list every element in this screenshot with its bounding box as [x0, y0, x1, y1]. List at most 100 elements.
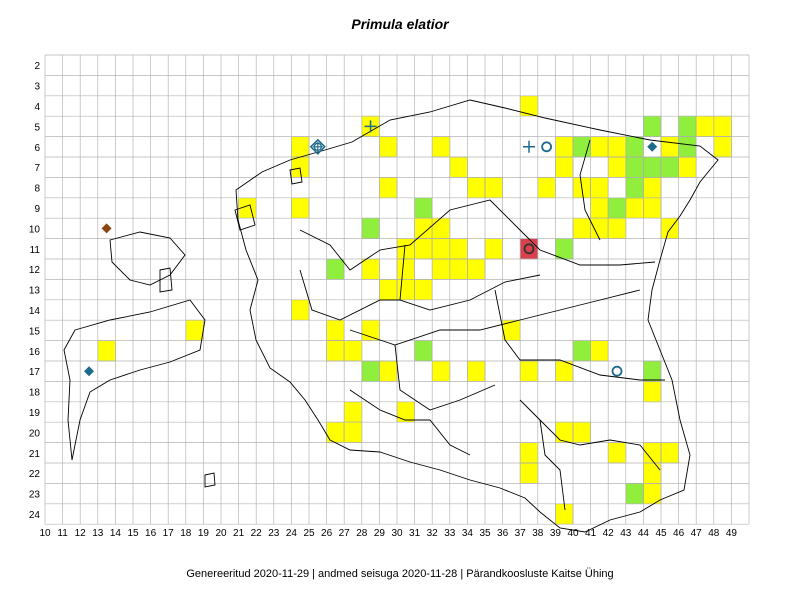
yellow-cell — [291, 136, 310, 158]
yellow-cell — [643, 381, 662, 403]
row-label: 14 — [29, 306, 41, 317]
yellow-cell — [643, 197, 662, 219]
yellow-cell — [361, 319, 380, 341]
yellow-cell — [643, 177, 662, 199]
yellow-cell — [625, 197, 644, 219]
yellow-cell — [396, 279, 415, 301]
column-label: 21 — [233, 528, 245, 539]
yellow-cell — [343, 421, 363, 443]
border-line — [579, 139, 601, 241]
yellow-cell — [291, 156, 310, 178]
green-cell — [361, 360, 380, 382]
diamond-circle-cross-marker — [309, 138, 326, 155]
column-label: 30 — [391, 528, 403, 539]
green-cell — [643, 156, 662, 178]
border-line — [539, 419, 566, 511]
green-cell — [643, 360, 662, 382]
diamond-marker — [101, 223, 112, 234]
yellow-cell — [519, 95, 539, 117]
map-title: Primula elatior — [351, 16, 449, 32]
column-label: 41 — [585, 528, 597, 539]
column-label: 24 — [286, 528, 298, 539]
yellow-cell — [379, 360, 398, 382]
grid-lines-layer — [44, 54, 750, 525]
column-label: 38 — [532, 528, 544, 539]
column-label: 42 — [603, 528, 615, 539]
green-cell — [660, 156, 679, 178]
yellow-cell — [695, 115, 715, 137]
green-cell — [361, 217, 380, 239]
yellow-cell — [343, 401, 363, 423]
column-label: 49 — [726, 528, 738, 539]
green-cell — [678, 136, 697, 158]
yellow-cell — [396, 238, 415, 260]
yellow-cell — [537, 177, 556, 199]
column-label: 36 — [497, 528, 509, 539]
column-label: 48 — [708, 528, 720, 539]
row-label: 12 — [29, 265, 41, 276]
yellow-cell — [431, 136, 451, 158]
yellow-cell — [414, 238, 433, 260]
row-label: 5 — [34, 122, 40, 133]
circle-marker — [541, 141, 552, 153]
green-cell — [414, 340, 433, 362]
green-cell — [555, 238, 574, 260]
column-label: 33 — [444, 528, 456, 539]
yellow-cell — [713, 115, 732, 137]
column-label: 19 — [198, 528, 210, 539]
column-label: 45 — [655, 528, 667, 539]
yellow-cell — [572, 421, 591, 443]
row-label: 15 — [29, 326, 41, 337]
yellow-cell — [431, 360, 451, 382]
circle-marker — [611, 365, 623, 377]
column-label: 12 — [75, 528, 87, 539]
row-label: 4 — [34, 102, 40, 113]
yellow-cell — [607, 217, 627, 239]
green-cell — [326, 258, 345, 280]
yellow-cell — [431, 258, 451, 280]
yellow-cell — [590, 340, 609, 362]
column-label: 16 — [145, 528, 157, 539]
column-label: 40 — [567, 528, 579, 539]
markers-layer — [84, 120, 658, 377]
yellow-cell — [414, 279, 433, 301]
row-label: 9 — [34, 204, 40, 215]
yellow-cell — [607, 442, 627, 464]
column-label: 25 — [303, 528, 315, 539]
yellow-cell — [519, 462, 539, 484]
green-cell — [625, 156, 644, 178]
yellow-cell — [467, 360, 486, 382]
green-cell — [625, 136, 644, 158]
mainland-outline — [235, 99, 719, 533]
yellow-cell — [590, 217, 609, 239]
diamond-marker — [84, 366, 94, 377]
yellow-cell — [396, 258, 415, 280]
green-cell — [572, 340, 591, 362]
diamond-marker — [647, 141, 658, 152]
green-cell — [625, 177, 644, 199]
border-line — [494, 289, 665, 381]
column-label: 14 — [110, 528, 122, 539]
column-label: 18 — [180, 528, 192, 539]
yellow-cell — [431, 238, 451, 260]
yellow-cell — [519, 442, 539, 464]
yellow-cell — [185, 319, 204, 341]
footer-credits: Genereeritud 2020-11-29 | andmed seisuga… — [186, 568, 614, 580]
yellow-cell — [326, 340, 345, 362]
yellow-cell — [396, 401, 415, 423]
column-label: 20 — [215, 528, 227, 539]
column-label: 44 — [638, 528, 650, 539]
border-line — [299, 199, 656, 271]
yellow-cell — [379, 279, 398, 301]
column-label: 31 — [409, 528, 421, 539]
cross-marker — [523, 140, 535, 153]
column-label: 47 — [691, 528, 703, 539]
yellow-cell — [590, 177, 609, 199]
row-label: 13 — [29, 286, 41, 297]
yellow-cell — [291, 299, 310, 321]
diamond-circle-cross-marker-cross — [312, 141, 323, 152]
row-label: 18 — [29, 388, 41, 399]
row-label: 11 — [30, 245, 41, 256]
column-label: 10 — [39, 528, 51, 539]
yellow-cell — [555, 156, 574, 178]
